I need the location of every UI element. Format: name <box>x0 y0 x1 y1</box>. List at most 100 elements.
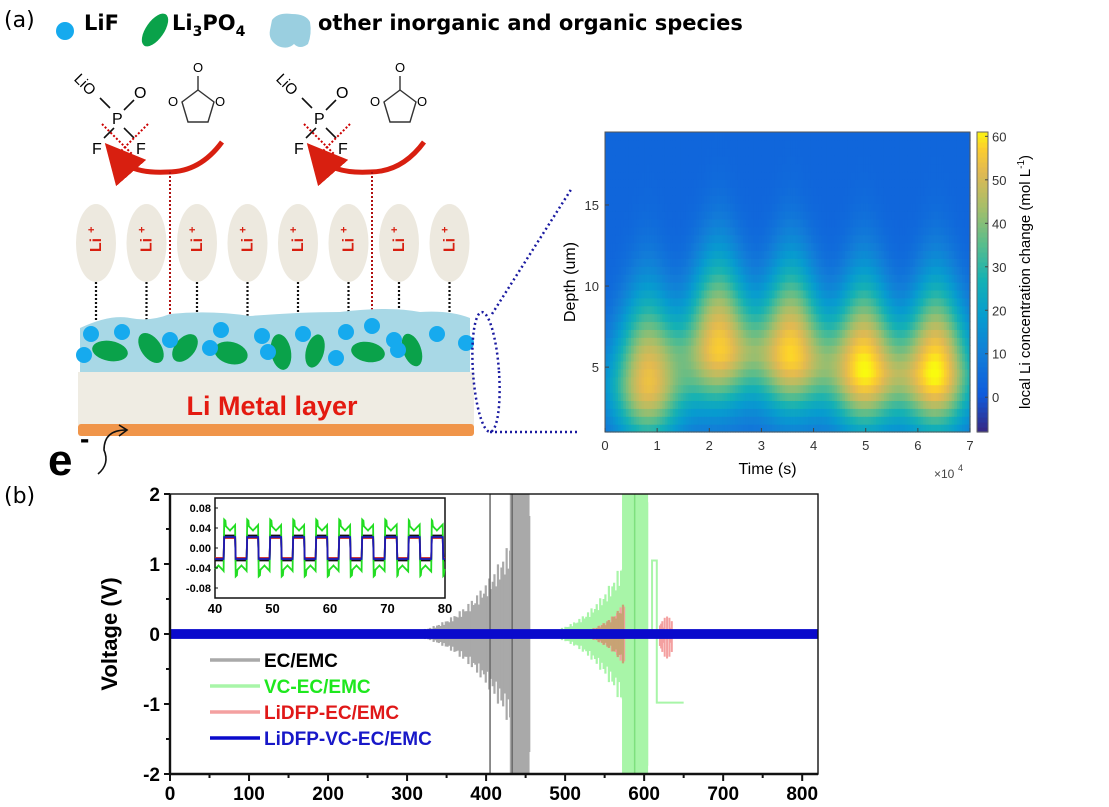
heatmap-cell <box>751 321 755 330</box>
heatmap-cell <box>805 266 809 275</box>
heatmap-cell <box>771 392 776 402</box>
heatmap-cell <box>657 329 661 338</box>
heatmap-cell <box>612 258 617 267</box>
heatmap-cell <box>844 203 849 212</box>
heatmap-cell <box>824 155 828 165</box>
heatmap-cell <box>724 242 729 252</box>
heatmap-cell <box>751 337 755 346</box>
heatmap-cell <box>917 132 922 141</box>
heatmap-cell <box>865 203 869 212</box>
heatmap-cell <box>904 392 909 402</box>
heatmap-cell <box>717 392 721 402</box>
heatmap-cell <box>727 321 731 330</box>
heatmap-cell <box>730 274 734 283</box>
heatmap-cell <box>625 218 630 228</box>
heatmap-cell <box>722 139 726 149</box>
heatmap-cell <box>704 147 708 157</box>
heatmap-cell <box>936 424 940 433</box>
heatmap-cell <box>930 195 935 204</box>
heatmap-cell <box>831 258 836 267</box>
heatmap-cell <box>868 274 872 283</box>
heatmap-cell <box>829 400 833 409</box>
heatmap-cell <box>842 242 846 252</box>
heatmap-cell <box>753 179 757 188</box>
heatmap-cell <box>649 345 653 354</box>
heatmap-cell <box>618 297 622 307</box>
heatmap-cell <box>724 408 729 417</box>
heatmap-cell <box>709 250 713 259</box>
heatmap-cell <box>631 384 635 394</box>
heatmap-cell <box>769 313 773 323</box>
heatmap-cell <box>667 321 671 330</box>
heatmap-cell <box>638 171 643 180</box>
heatmap-cell <box>761 187 765 196</box>
heatmap-cell <box>711 218 716 228</box>
heatmap-cell <box>732 282 736 291</box>
heatmap-cell <box>771 195 776 204</box>
heatmap-cell <box>852 139 856 149</box>
heatmap-cell <box>873 179 877 188</box>
heatmap-cell <box>719 337 723 346</box>
heatmap-cell <box>910 218 914 228</box>
heatmap-cell <box>930 171 935 180</box>
heatmap-cell <box>769 274 773 283</box>
heatmap-cell <box>672 226 676 236</box>
heatmap-cell <box>821 132 825 141</box>
heatmap-cell <box>821 155 825 165</box>
heatmap-cell <box>784 179 789 188</box>
heatmap-cell <box>920 226 924 236</box>
heatmap-cell <box>657 368 661 378</box>
heatmap-cell <box>649 384 653 394</box>
heatmap-cell <box>743 179 747 188</box>
heatmap-cell <box>701 171 705 180</box>
heatmap-cell <box>844 337 849 346</box>
heatmap-cell <box>735 147 739 157</box>
heatmap-cell <box>680 203 684 212</box>
heatmap-cell <box>662 218 666 228</box>
heatmap-cell <box>685 408 690 417</box>
heatmap-cell <box>740 321 744 330</box>
heatmap-cell <box>777 392 781 402</box>
heatmap-cell <box>891 289 895 299</box>
heatmap-cell <box>727 203 731 212</box>
heatmap-cell <box>670 416 674 425</box>
heatmap-cell <box>758 234 763 244</box>
heatmap-cell <box>612 384 617 394</box>
heatmap-cell <box>764 313 768 323</box>
heatmap-cell <box>889 400 893 409</box>
heatmap-cell <box>868 282 872 291</box>
heatmap-cell <box>758 203 763 212</box>
heatmap-cell <box>724 376 729 386</box>
heatmap-cell <box>743 258 747 267</box>
heatmap-cell <box>857 282 862 291</box>
heatmap-cell <box>860 376 864 386</box>
heatmap-cell <box>912 218 916 228</box>
heatmap-cell <box>761 242 765 252</box>
heatmap-cell <box>894 171 898 180</box>
heatmap-cell <box>852 337 856 346</box>
heatmap-cell <box>766 258 770 267</box>
heatmap-cell <box>881 329 885 338</box>
heatmap-cell <box>889 329 893 338</box>
heatmap-cell <box>795 179 799 188</box>
heatmap-cell <box>693 195 697 204</box>
heatmap-cell <box>769 171 773 180</box>
heatmap-cell <box>824 376 828 386</box>
heatmap-cell <box>891 234 895 244</box>
heatmap-cell <box>774 147 778 157</box>
heatmap-cell <box>808 376 812 386</box>
heatmap-cell <box>748 132 752 141</box>
heatmap-cell <box>644 337 648 346</box>
heatmap-cell <box>727 313 731 323</box>
heatmap-cell <box>761 163 765 173</box>
heatmap-cell <box>706 345 710 354</box>
heatmap-cell <box>672 337 676 346</box>
heatmap-cell <box>683 282 687 291</box>
heatmap-cell <box>784 258 789 267</box>
heatmap-cell <box>808 226 812 236</box>
heatmap-cell <box>902 384 906 394</box>
heatmap-cell <box>667 360 671 370</box>
heatmap-cell <box>860 258 864 267</box>
heatmap-cell <box>826 171 830 180</box>
heatmap-cell <box>868 266 872 275</box>
